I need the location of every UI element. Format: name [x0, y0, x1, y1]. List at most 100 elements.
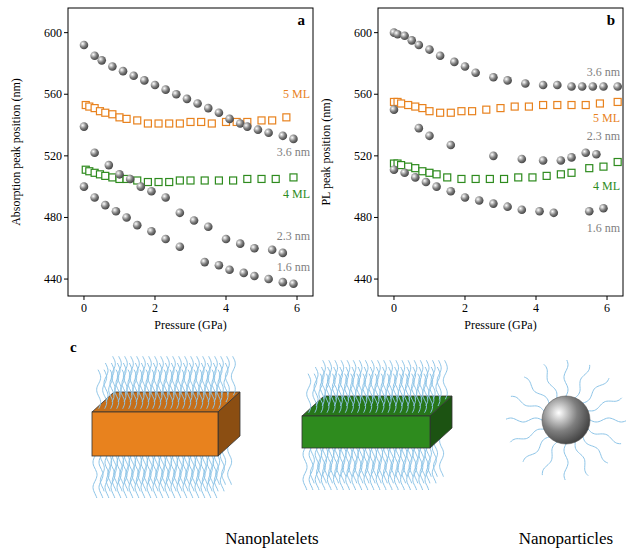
point — [600, 163, 607, 170]
x-tick — [297, 296, 298, 300]
point — [187, 177, 194, 184]
point — [553, 81, 562, 90]
series — [390, 98, 621, 116]
point — [147, 187, 156, 196]
panel-letter: a — [298, 12, 306, 28]
series-label: 4 ML — [283, 187, 310, 201]
point — [208, 120, 215, 127]
x-tick-label: 0 — [81, 301, 87, 315]
x-tick-label: 6 — [604, 301, 610, 315]
point — [425, 45, 434, 54]
nanoplatelet — [92, 356, 240, 498]
point — [129, 71, 138, 80]
point — [415, 41, 424, 50]
ligand — [588, 398, 622, 411]
point — [264, 128, 273, 137]
point — [518, 205, 527, 214]
schematic: cNanoplateletsNanoparticles — [70, 339, 626, 548]
point — [108, 62, 117, 71]
point — [193, 99, 202, 108]
point — [215, 261, 224, 270]
point — [599, 204, 608, 213]
point — [426, 108, 433, 115]
ligand — [523, 437, 549, 462]
ligand — [228, 443, 232, 485]
series-label: 3.6 nm — [277, 145, 311, 159]
ligand — [211, 370, 215, 409]
ligand — [187, 370, 191, 409]
point — [155, 179, 162, 186]
ligand — [193, 370, 197, 409]
ligand — [583, 378, 609, 403]
point — [489, 152, 498, 161]
ligand — [443, 360, 447, 399]
y-tick-label: 440 — [44, 272, 62, 286]
point — [151, 81, 160, 90]
point — [215, 177, 222, 184]
ligand — [380, 374, 384, 413]
point — [200, 258, 209, 267]
ligand — [392, 374, 396, 413]
point — [419, 105, 426, 112]
point — [497, 105, 504, 112]
y-axis-title: PL peak position (nm) — [319, 98, 333, 205]
ligand — [145, 370, 149, 409]
point — [390, 165, 399, 174]
point — [489, 73, 498, 82]
point — [557, 171, 564, 178]
ligand — [575, 365, 590, 398]
x-tick — [464, 296, 465, 300]
point — [97, 56, 106, 65]
point — [161, 85, 170, 94]
point — [450, 58, 459, 67]
point — [599, 82, 608, 91]
point — [101, 201, 110, 210]
point — [115, 170, 124, 179]
ligand — [169, 370, 173, 409]
point — [166, 120, 173, 127]
point — [147, 227, 156, 236]
series — [80, 122, 287, 257]
point — [400, 31, 409, 40]
point — [136, 182, 145, 191]
point — [112, 207, 121, 216]
y-tick-label: 480 — [354, 210, 372, 224]
ligand — [217, 370, 221, 409]
ligand — [511, 396, 544, 411]
y-tick — [374, 217, 378, 218]
ligand — [133, 370, 137, 409]
x-tick-label: 6 — [294, 301, 300, 315]
point — [581, 148, 590, 157]
point — [144, 179, 151, 186]
y-tick — [374, 155, 378, 156]
point — [393, 30, 402, 39]
point — [172, 90, 181, 99]
point — [543, 172, 550, 179]
point — [225, 115, 234, 124]
point — [244, 175, 251, 182]
ligand — [590, 418, 626, 422]
point — [204, 104, 213, 113]
point — [585, 207, 594, 216]
plot-frame — [68, 8, 313, 296]
point — [614, 159, 621, 166]
ligand — [103, 370, 107, 409]
ligand — [109, 370, 113, 409]
ligand — [564, 444, 568, 480]
y-tick — [374, 32, 378, 33]
point — [133, 221, 142, 230]
point — [290, 174, 297, 181]
x-tick-label: 4 — [533, 301, 539, 315]
point — [540, 102, 547, 109]
ligand — [356, 374, 360, 413]
point — [230, 177, 237, 184]
ligand — [127, 370, 131, 409]
point — [176, 120, 183, 127]
point — [567, 82, 576, 91]
point — [446, 187, 455, 196]
point — [155, 120, 162, 127]
point — [425, 132, 434, 141]
ligand — [349, 374, 353, 413]
point — [126, 175, 135, 184]
point — [201, 177, 208, 184]
